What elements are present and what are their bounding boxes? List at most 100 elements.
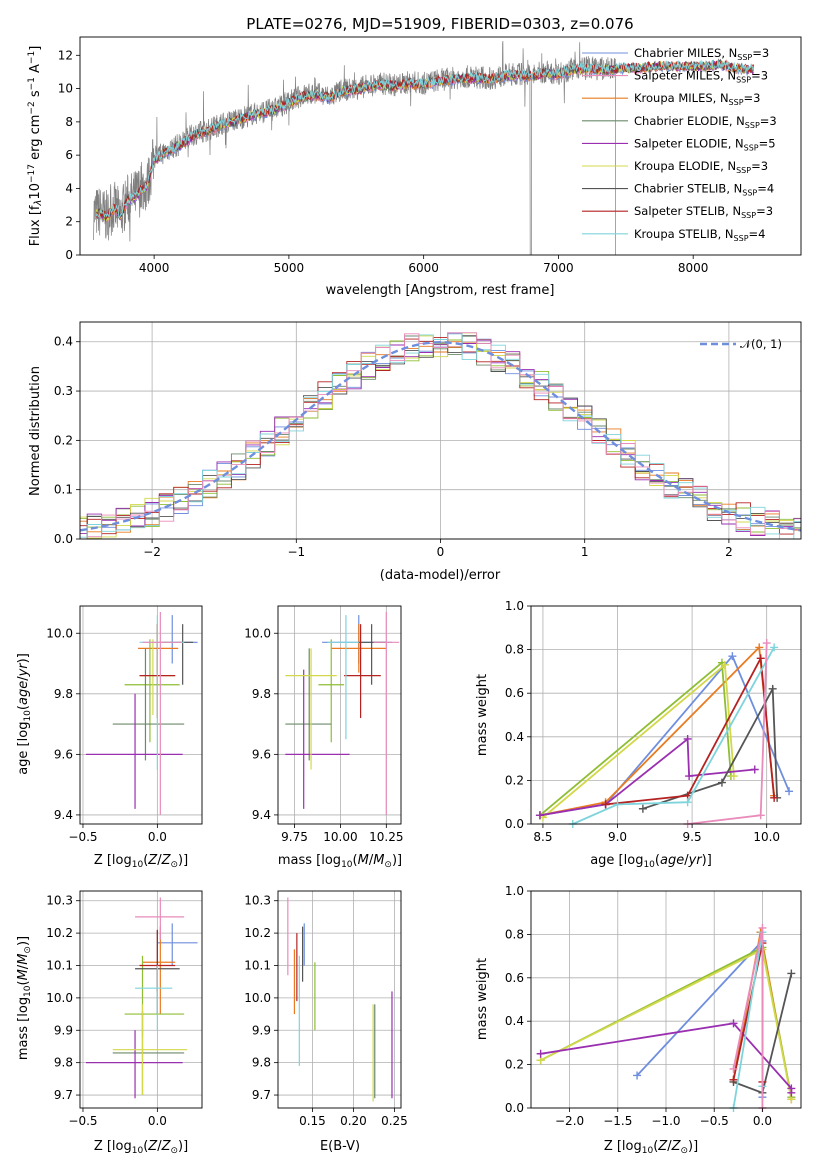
- axes-frame: [530, 605, 802, 825]
- errorbar-point: [344, 624, 381, 719]
- y-tick-label: 8: [65, 115, 73, 129]
- y-tick-label: 9.6: [54, 747, 73, 761]
- y-tick-label: 10.3: [46, 894, 73, 908]
- errorbar-point: [285, 648, 332, 761]
- errorbar-point: [322, 615, 392, 664]
- spectrum-panel: 4000 5000 6000 7000 8000 0 2 4 6 8 10 12 wavelength…: [27, 36, 802, 298]
- mass-weight-vs-z-frame: −2.0 −1.5 −1.0 −0.5 0.0 0.0 0.2 0.4 0.6 0.8 1.0: [505, 884, 802, 1128]
- x-tick-label: 2: [725, 545, 733, 559]
- spectrum-x-label: wavelength [Angstrom, rest frame]: [326, 283, 555, 298]
- x-tick-label: 8000: [678, 261, 709, 275]
- y-tick-label: 10: [58, 82, 73, 96]
- age-vs-mass-frame: 9.75 10.00 10.25 9.4 9.6 9.8 10.0: [244, 605, 403, 844]
- x-tick-label: 9.75: [281, 830, 308, 844]
- errorbar-point: [327, 615, 359, 740]
- y-tick-label: 0.6: [505, 686, 524, 700]
- x-tick-label: 0.0: [148, 830, 167, 844]
- series-point-marker: [729, 1075, 738, 1084]
- errorbar-point: [85, 1030, 183, 1099]
- residuals-frame: −2 −1 0 1 2 0.0 0.1 0.2 0.3 0.4: [54, 321, 802, 559]
- series-point-marker: [758, 923, 767, 932]
- x-tick-label: −2: [143, 545, 161, 559]
- y-tick-label: 10.0: [46, 626, 73, 640]
- legend-entry-label: Salpeter STELIB, NSSP=3: [634, 204, 773, 220]
- y-tick-label: 9.7: [252, 1088, 271, 1102]
- y-tick-label: 9.4: [252, 808, 271, 822]
- errorbar-point: [135, 897, 185, 940]
- series-point-marker: [787, 1088, 796, 1097]
- series-point-marker: [768, 684, 777, 693]
- series-point-marker: [770, 643, 779, 652]
- y-tick-label: 0.1: [54, 483, 73, 497]
- residual-step-histogram: [80, 335, 801, 539]
- series-point-marker: [787, 969, 796, 978]
- mass-weight-vs-age-x-label: age [log10(age/yr)]: [590, 853, 712, 870]
- mass-weight-vs-age-marks: [535, 639, 794, 828]
- mass-vs-z-panel: −0.5 0.0 9.7 9.8 9.9 10.0 10.1 10.2 10.3 Z [log1…: [16, 890, 203, 1156]
- errorbar-point: [142, 612, 182, 815]
- y-tick-label: 0.6: [505, 971, 524, 985]
- spectrum-y-label: Flux [fλ10−17 erg cm−2 s−1 A−1]: [27, 46, 44, 247]
- series-point-marker: [750, 765, 759, 774]
- errorbar-point: [285, 648, 337, 770]
- mass-weight-vs-age-y-label: mass weight: [475, 674, 490, 756]
- residual-step-histogram: [80, 339, 801, 533]
- errorbar-point: [112, 1010, 185, 1096]
- spectrum-legend: Chabrier MILES, NSSP=3 Salpeter MILES, NS…: [582, 46, 777, 243]
- series-point-marker: [601, 800, 610, 809]
- y-tick-label: 0.2: [505, 773, 524, 787]
- spectrum-frame: 4000 5000 6000 7000 8000 0 2 4 6 8 10 12: [58, 36, 802, 275]
- errorbar-point: [124, 639, 180, 743]
- x-tick-label: 4000: [139, 261, 170, 275]
- y-tick-label: 0.4: [505, 1014, 524, 1028]
- y-tick-label: 9.8: [252, 1056, 271, 1070]
- y-tick-label: 0.0: [505, 1101, 524, 1115]
- axes-frame: [277, 605, 402, 825]
- y-tick-label: 10.0: [244, 626, 271, 640]
- errorbar-point: [331, 624, 387, 673]
- mass-weight-vs-age-panel: 8.5 9.0 9.5 10.0 0.0 0.2 0.4 0.6 0.8 1.0 age [log…: [475, 599, 802, 870]
- y-tick-label: 9.8: [252, 687, 271, 701]
- errorbar-point: [157, 923, 198, 966]
- age-vs-z-marks: [85, 612, 198, 815]
- y-tick-label: 1.0: [505, 599, 524, 613]
- errorbar-point: [124, 955, 185, 1037]
- legend-entry-label: Kroupa STELIB, NSSP=4: [634, 227, 765, 243]
- series-point-marker: [770, 793, 779, 802]
- residuals-legend: 𝒩(0, 1): [700, 337, 782, 351]
- residual-step-histogram: [80, 332, 801, 539]
- y-tick-label: 10.2: [46, 926, 73, 940]
- x-tick-label: 10.25: [369, 830, 403, 844]
- y-tick-label: 10.1: [46, 958, 73, 972]
- mass-vs-ebv-marks: [287, 897, 393, 1102]
- mass-weight-vs-age-frame: 8.5 9.0 9.5 10.0 0.0 0.2 0.4 0.6 0.8 1.0: [505, 599, 802, 844]
- residual-histograms: [80, 332, 801, 539]
- mass-weight-series: [568, 643, 779, 828]
- y-tick-label: 1.0: [505, 884, 524, 898]
- mass-vs-z-frame: −0.5 0.0 9.7 9.8 9.9 10.0 10.1 10.2 10.3: [46, 890, 203, 1128]
- x-tick-label: 0.20: [340, 1114, 367, 1128]
- mass-weight-series: [638, 684, 782, 813]
- spectrum-marks: [93, 40, 755, 255]
- y-tick-label: 6: [65, 148, 73, 162]
- errorbar-point: [285, 669, 350, 809]
- series-point-marker: [535, 811, 544, 820]
- series-point-marker: [720, 660, 729, 669]
- y-tick-label: 10.0: [244, 991, 271, 1005]
- series-point-marker: [683, 734, 692, 743]
- series-point-marker: [755, 643, 764, 652]
- series-point-marker: [756, 654, 765, 663]
- mass-weight-vs-z-y-label: mass weight: [475, 958, 490, 1040]
- legend-entry-label: Salpeter ELODIE, NSSP=5: [634, 136, 776, 152]
- residuals-marks: [80, 332, 801, 539]
- errorbar-point: [112, 1004, 188, 1096]
- x-tick-label: −0.5: [700, 1114, 729, 1128]
- x-tick-label: −1.0: [651, 1114, 680, 1128]
- legend-entry-label: Kroupa ELODIE, NSSP=3: [634, 159, 768, 175]
- age-vs-z-x-label: Z [log10(Z/Z⊙)]: [94, 853, 188, 870]
- mass-weight-series: [538, 660, 738, 822]
- y-tick-label: 2: [65, 215, 73, 229]
- x-tick-label: 0.0: [753, 1114, 772, 1128]
- x-tick-label: 9.0: [608, 830, 627, 844]
- series-point-marker: [729, 1064, 738, 1073]
